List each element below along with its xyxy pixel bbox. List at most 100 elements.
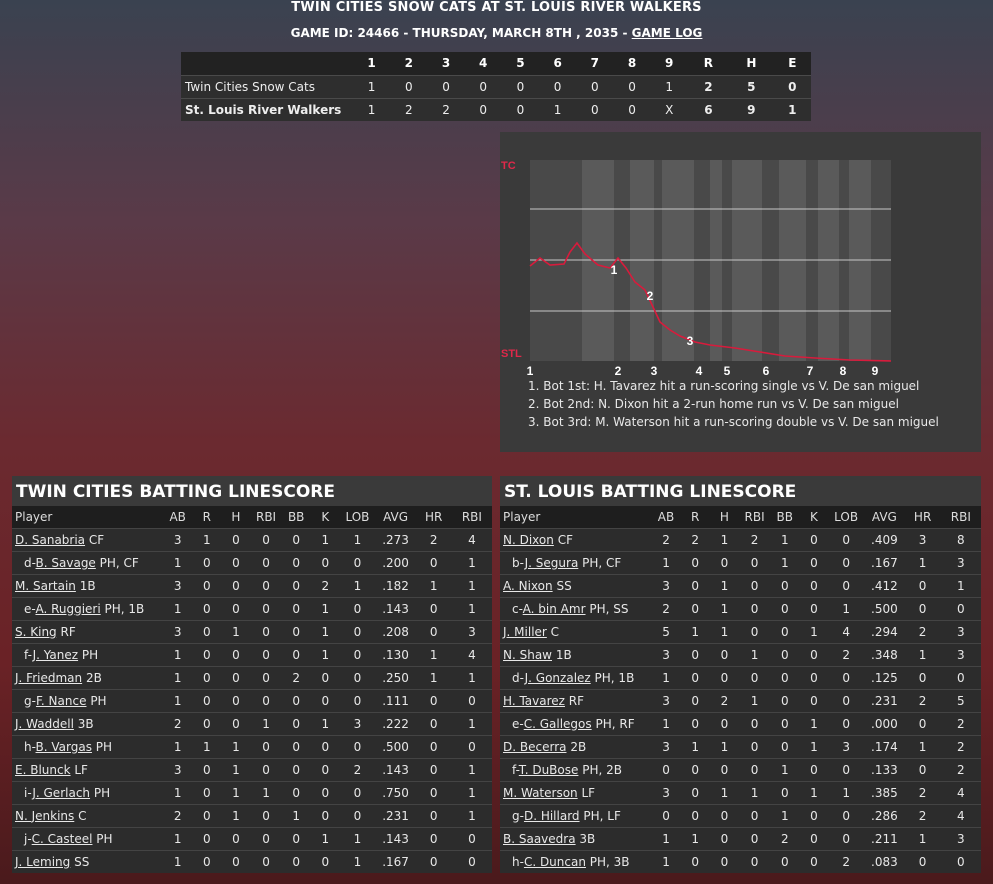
player-name-link[interactable]: A. Nixon: [503, 578, 553, 593]
stat-cell: 1: [650, 711, 682, 735]
linescore-cell: 1: [650, 74, 688, 98]
linescore-cell: 0: [464, 74, 502, 98]
player-name-link[interactable]: H. Tavarez: [503, 693, 565, 708]
player-name-link[interactable]: J. Friedman: [15, 670, 83, 685]
stat-cell: 0: [192, 619, 221, 643]
sub-prefix: j-: [24, 831, 32, 846]
stat-cell: .286: [864, 803, 905, 827]
stat-cell: 0: [769, 642, 800, 666]
stat-cell: 1: [709, 573, 740, 597]
scoring-notes: 1. Bot 1st: H. Tavarez hit a run-scoring…: [528, 377, 939, 431]
stat-cell: 1: [799, 780, 829, 804]
linescore-cell: X: [650, 97, 688, 121]
player-name-link[interactable]: J. Gerlach: [32, 785, 91, 800]
player-name-link[interactable]: T. DuBose: [518, 762, 579, 777]
stat-cell: 0: [250, 803, 282, 827]
stat-cell: 3: [904, 527, 941, 551]
player-position: PH: [90, 693, 107, 708]
stat-cell: 0: [415, 757, 452, 781]
player-name-link[interactable]: B. Saavedra: [503, 831, 576, 846]
player-name-link[interactable]: N. Dixon: [503, 532, 554, 547]
player-name-link[interactable]: A. Ruggieri: [35, 601, 101, 616]
stat-cell: 0: [192, 849, 221, 873]
player-cell: h-B. Vargas PH: [12, 734, 163, 758]
linescore-col-header: 9: [650, 52, 688, 75]
player-name-link[interactable]: J. Miller: [503, 624, 547, 639]
stat-cell: 2: [940, 757, 981, 781]
player-position: 1B: [555, 647, 572, 662]
stat-cell: 1: [739, 780, 770, 804]
stl-col-header: R: [681, 506, 710, 528]
table-row: f-J. Yanez PH 1 0 0 0 0 1 0.130 1 4: [12, 642, 492, 666]
stat-cell: 0: [415, 688, 452, 712]
player-name-link[interactable]: M. Sartain: [15, 578, 76, 593]
table-row: d-B. Savage PH, CF 1 0 0 0 0 0 0.200 0 1: [12, 550, 492, 574]
player-name-link[interactable]: J. Segura: [524, 555, 579, 570]
player-name-link[interactable]: C. Casteel: [31, 831, 93, 846]
sub-prefix: g-: [512, 808, 524, 823]
player-cell: c-A. bin Amr PH, SS: [500, 596, 651, 620]
stat-cell: 0: [940, 596, 981, 620]
stl-header-row: Player AB R H RBI BB K LOB AVG HR RBI: [500, 506, 981, 528]
stat-cell: 0: [192, 803, 221, 827]
stl-col-header: HR: [904, 506, 941, 528]
stat-cell: 0: [339, 550, 376, 574]
player-name-link[interactable]: D. Hillard: [523, 808, 580, 823]
player-name-link[interactable]: J. Yanez: [32, 647, 79, 662]
table-row: b-J. Segura PH, CF 1 0 0 0 1 0 0.167 1 3: [500, 550, 981, 574]
stat-cell: 1: [739, 642, 770, 666]
player-name-link[interactable]: C. Duncan: [523, 854, 586, 869]
player-name-link[interactable]: S. King: [15, 624, 57, 639]
player-cell: g-D. Hillard PH, LF: [500, 803, 651, 827]
stat-cell: 0: [281, 596, 312, 620]
player-name-link[interactable]: B. Savage: [35, 555, 96, 570]
player-name-link[interactable]: N. Jenkins: [15, 808, 75, 823]
stat-cell: 1: [162, 849, 193, 873]
player-name-link[interactable]: N. Shaw: [503, 647, 552, 662]
stat-cell: 1: [451, 596, 492, 620]
linescore-col-header: 8: [613, 52, 651, 75]
stat-cell: 4: [451, 642, 492, 666]
stat-cell: 1: [451, 711, 492, 735]
player-cell: M. Waterson LF: [500, 780, 651, 804]
sub-prefix: f-: [24, 647, 33, 662]
stat-cell: 1: [451, 665, 492, 689]
sub-prefix: h-: [24, 739, 36, 754]
player-name-link[interactable]: J. Gonzalez: [524, 670, 591, 685]
stat-cell: 0: [339, 803, 376, 827]
stat-cell: 0: [769, 849, 800, 873]
stat-cell: 0: [220, 596, 251, 620]
game-log-link[interactable]: GAME LOG: [631, 26, 703, 40]
player-name-link[interactable]: F. Nance: [35, 693, 87, 708]
player-name-link[interactable]: M. Waterson: [503, 785, 578, 800]
stat-cell: 1: [709, 780, 740, 804]
player-position: 2B: [570, 739, 587, 754]
player-position: LF: [74, 762, 88, 777]
stat-cell: 2: [904, 803, 941, 827]
stat-cell: 0: [709, 826, 740, 850]
stat-cell: 2: [940, 711, 981, 735]
stat-cell: 1: [162, 642, 193, 666]
stat-cell: 1: [162, 734, 193, 758]
player-name-link[interactable]: A. bin Amr: [522, 601, 586, 616]
stat-cell: 2: [739, 527, 770, 551]
stat-cell: 1: [339, 527, 376, 551]
stat-cell: 2: [904, 688, 941, 712]
stat-cell: 1: [162, 780, 193, 804]
player-name-link[interactable]: D. Sanabria: [15, 532, 86, 547]
stat-cell: 2: [940, 734, 981, 758]
stat-cell: 0: [739, 619, 770, 643]
player-name-link[interactable]: J. Leming: [15, 854, 71, 869]
player-name-link[interactable]: D. Becerra: [503, 739, 567, 754]
player-name-link[interactable]: J. Waddell: [15, 716, 74, 731]
player-name-link[interactable]: E. Blunck: [15, 762, 71, 777]
player-name-link[interactable]: C. Gallegos: [523, 716, 592, 731]
player-cell: e-C. Gallegos PH, RF: [500, 711, 651, 735]
stat-cell: 0: [311, 849, 340, 873]
stat-cell: 1: [739, 688, 770, 712]
linescore-cell: 0: [773, 74, 811, 98]
player-name-link[interactable]: B. Vargas: [35, 739, 92, 754]
inning-label: 6: [763, 364, 770, 377]
stat-cell: 1: [451, 780, 492, 804]
